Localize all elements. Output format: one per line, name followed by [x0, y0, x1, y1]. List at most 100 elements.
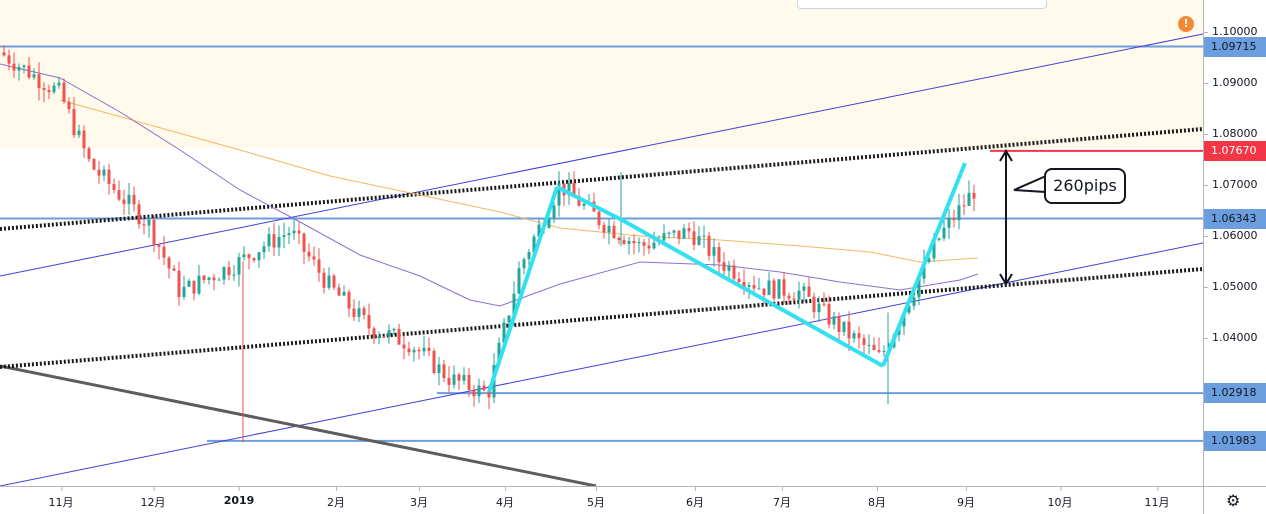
candle-body [882, 350, 886, 352]
candle-body [152, 219, 156, 245]
candle-body [107, 169, 111, 185]
measure-arrow-down [999, 273, 1013, 286]
candle-body [972, 192, 976, 199]
candle-body [67, 101, 71, 110]
candle-body [432, 350, 436, 373]
time-tick: 6月 [686, 487, 704, 509]
candle-body [742, 281, 746, 287]
candle-body [222, 267, 226, 280]
candle-body [357, 308, 361, 317]
time-tick: 11月 [48, 487, 74, 509]
candle-body [257, 252, 261, 261]
candle-body [77, 130, 81, 136]
candle-body [952, 218, 956, 221]
time-tick: 2019 [223, 487, 255, 507]
candle-body [72, 109, 76, 136]
candle-body [472, 389, 476, 397]
candle-body [292, 230, 296, 234]
pattern-leg-3 [621, 218, 884, 368]
candle-body [132, 194, 136, 205]
candle-body [12, 63, 16, 71]
candle-body [822, 303, 826, 305]
candle-body [522, 259, 526, 269]
candle-body [227, 267, 231, 276]
candle-body [857, 333, 861, 339]
candle-body [262, 246, 266, 253]
candle-body [287, 233, 291, 236]
candle-body [137, 204, 141, 225]
candle-body [582, 203, 586, 206]
toolbar-stub[interactable] [797, 0, 1047, 9]
candle-body [597, 211, 601, 226]
candle-body [392, 328, 396, 331]
price-axis[interactable]: 1.10000 1.09000 1.08000 1.07000 1.06000 1.050… [1203, 0, 1266, 486]
candle-body [517, 268, 521, 294]
candle-body [347, 291, 351, 309]
price-tick: 1.07000 [1204, 178, 1258, 191]
candle-body [552, 205, 556, 218]
candle-body [537, 224, 541, 237]
candle-body [917, 278, 921, 298]
gear-icon[interactable]: ⚙ [1226, 491, 1241, 510]
candle-body [427, 347, 431, 351]
candle-body [217, 279, 221, 281]
trend-descending [0, 364, 597, 486]
pattern-leg-1 [487, 186, 559, 393]
candle-body [412, 349, 416, 353]
measure-arrow-up [999, 149, 1013, 162]
time-tick: 12月 [140, 487, 166, 509]
candle-body [812, 296, 816, 313]
candle-body [367, 314, 371, 329]
time-axis[interactable]: 11月 12月 2019 2月 3月 4月 5月 6月 7月 8月 9月 10月 11月 [0, 486, 1203, 514]
candle-body [102, 169, 106, 176]
candle-body [57, 82, 61, 86]
candle-body [457, 374, 461, 381]
pattern-leg-4 [881, 162, 967, 367]
candle-body [87, 148, 91, 160]
time-tick: 8月 [868, 487, 886, 509]
candle-body [142, 224, 146, 226]
candle-body [827, 303, 831, 325]
candle-body [157, 244, 161, 247]
candle-body [642, 242, 646, 246]
settings-corner[interactable]: ⚙ [1203, 486, 1266, 514]
candle-body [527, 252, 531, 260]
candle-body [342, 291, 346, 296]
price-tick: 1.04000 [1204, 331, 1258, 344]
candle-body [207, 277, 211, 280]
pips-annotation[interactable]: 260pips [1044, 168, 1126, 204]
time-tick: 4月 [496, 487, 514, 509]
candle-body [662, 233, 666, 241]
candle-body [147, 219, 151, 226]
alert-icon[interactable]: ! [1178, 16, 1194, 32]
candle-body [462, 375, 466, 381]
candle-body [947, 218, 951, 228]
candle-body [967, 192, 971, 206]
candle-body [277, 236, 281, 248]
candle-body [567, 182, 571, 196]
candle-body [497, 342, 501, 366]
candle-body [2, 52, 6, 56]
candle-body [782, 279, 786, 296]
candle-body [727, 265, 731, 271]
candle-body [192, 280, 196, 294]
candle-body [37, 74, 41, 89]
candle-body [922, 261, 926, 279]
candle-body [912, 297, 916, 306]
candle-body [767, 280, 771, 295]
candle-body [467, 375, 471, 390]
price-badge: 1.07670 [1204, 140, 1266, 161]
chart-canvas[interactable] [0, 0, 1203, 486]
candle-body [312, 256, 316, 260]
candle-body [717, 247, 721, 263]
candle-body [487, 390, 491, 398]
candle-body [877, 350, 881, 352]
trend-dotted-upper [0, 127, 1203, 231]
candle-body [482, 385, 486, 391]
candle-body [772, 280, 776, 299]
plot-area[interactable]: 260pips ! [0, 0, 1203, 486]
candle-body [752, 285, 756, 289]
candle-body [612, 225, 616, 239]
candle-body [712, 247, 716, 256]
candle-body [272, 234, 276, 248]
